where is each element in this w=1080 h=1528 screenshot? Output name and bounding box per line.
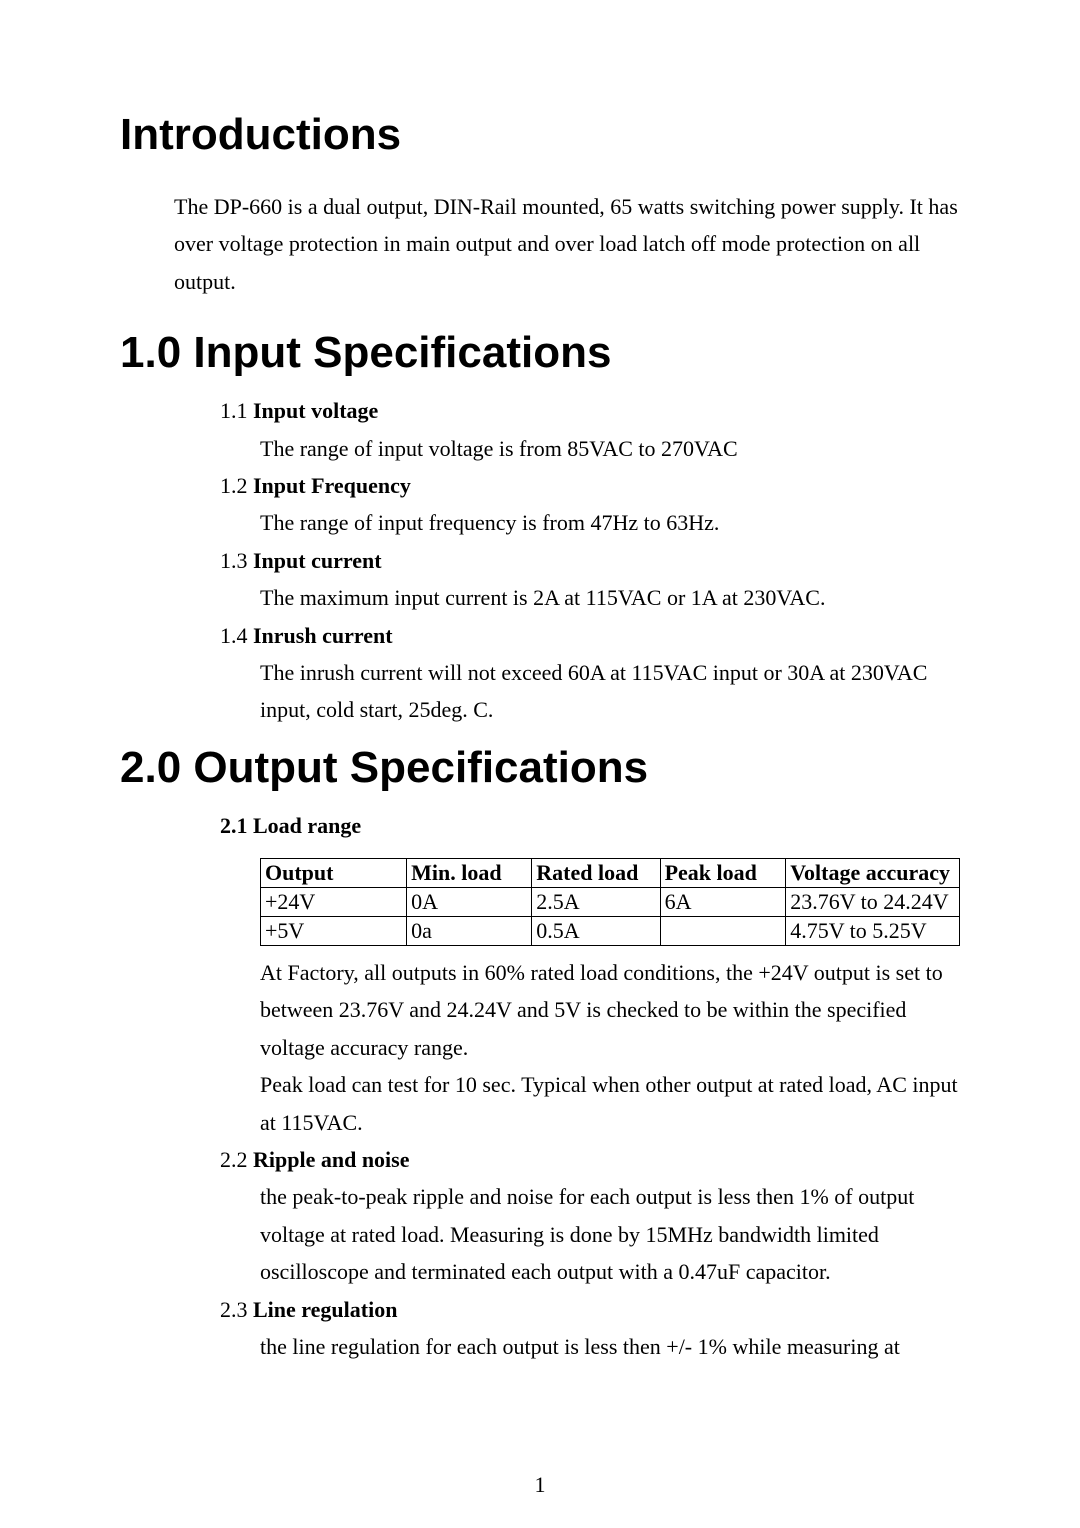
s1-3-head: 1.3 Input current [220, 542, 960, 579]
table-header-row: Output Min. load Rated load Peak load Vo… [261, 859, 960, 888]
cell: 23.76V to 24.24V [786, 888, 960, 917]
s2-3-body: the line regulation for each output is l… [260, 1328, 960, 1365]
intro-body: The DP-660 is a dual output, DIN-Rail mo… [174, 188, 960, 300]
s1-4-body: The inrush current will not exceed 60A a… [260, 654, 960, 729]
load-range-table: Output Min. load Rated load Peak load Vo… [260, 858, 960, 946]
s2-2-body: the peak-to-peak ripple and noise for ea… [260, 1178, 960, 1290]
s1-1-body: The range of input voltage is from 85VAC… [260, 430, 960, 467]
th-min: Min. load [407, 859, 532, 888]
cell: 4.75V to 5.25V [786, 917, 960, 946]
load-range-table-wrap: Output Min. load Rated load Peak load Vo… [260, 858, 960, 946]
th-acc: Voltage accuracy [786, 859, 960, 888]
s2-2-head: 2.2 Ripple and noise [220, 1141, 960, 1178]
cell: 0A [407, 888, 532, 917]
s1-4-head: 1.4 Inrush current [220, 617, 960, 654]
th-peak: Peak load [660, 859, 786, 888]
cell: 2.5A [532, 888, 660, 917]
section1-block: 1.1 Input voltage The range of input vol… [220, 392, 960, 729]
s2-1-head: 2.1 Load range [220, 807, 960, 844]
table-row: +5V 0a 0.5A 4.75V to 5.25V [261, 917, 960, 946]
cell: 0.5A [532, 917, 660, 946]
s2-3-head: 2.3 Line regulation [220, 1291, 960, 1328]
s1-2-body: The range of input frequency is from 47H… [260, 504, 960, 541]
section1-title: 1.0 Input Specifications [120, 328, 960, 378]
intro-title: Introductions [120, 110, 960, 160]
cell: +24V [261, 888, 407, 917]
s1-1-head: 1.1 Input voltage [220, 392, 960, 429]
s2-1-body2: Peak load can test for 10 sec. Typical w… [260, 1066, 960, 1141]
page: Introductions The DP-660 is a dual outpu… [0, 0, 1080, 1528]
s1-3-body: The maximum input current is 2A at 115VA… [260, 579, 960, 616]
section2-block: 2.1 Load range Output Min. load Rated lo… [188, 807, 960, 1366]
s2-1-body1: At Factory, all outputs in 60% rated loa… [260, 954, 960, 1066]
cell: +5V [261, 917, 407, 946]
page-number: 1 [0, 1472, 1080, 1498]
s1-2-head: 1.2 Input Frequency [220, 467, 960, 504]
cell: 0a [407, 917, 532, 946]
cell: 6A [660, 888, 786, 917]
section2-title: 2.0 Output Specifications [120, 743, 960, 793]
th-output: Output [261, 859, 407, 888]
table-row: +24V 0A 2.5A 6A 23.76V to 24.24V [261, 888, 960, 917]
cell [660, 917, 786, 946]
th-rated: Rated load [532, 859, 660, 888]
